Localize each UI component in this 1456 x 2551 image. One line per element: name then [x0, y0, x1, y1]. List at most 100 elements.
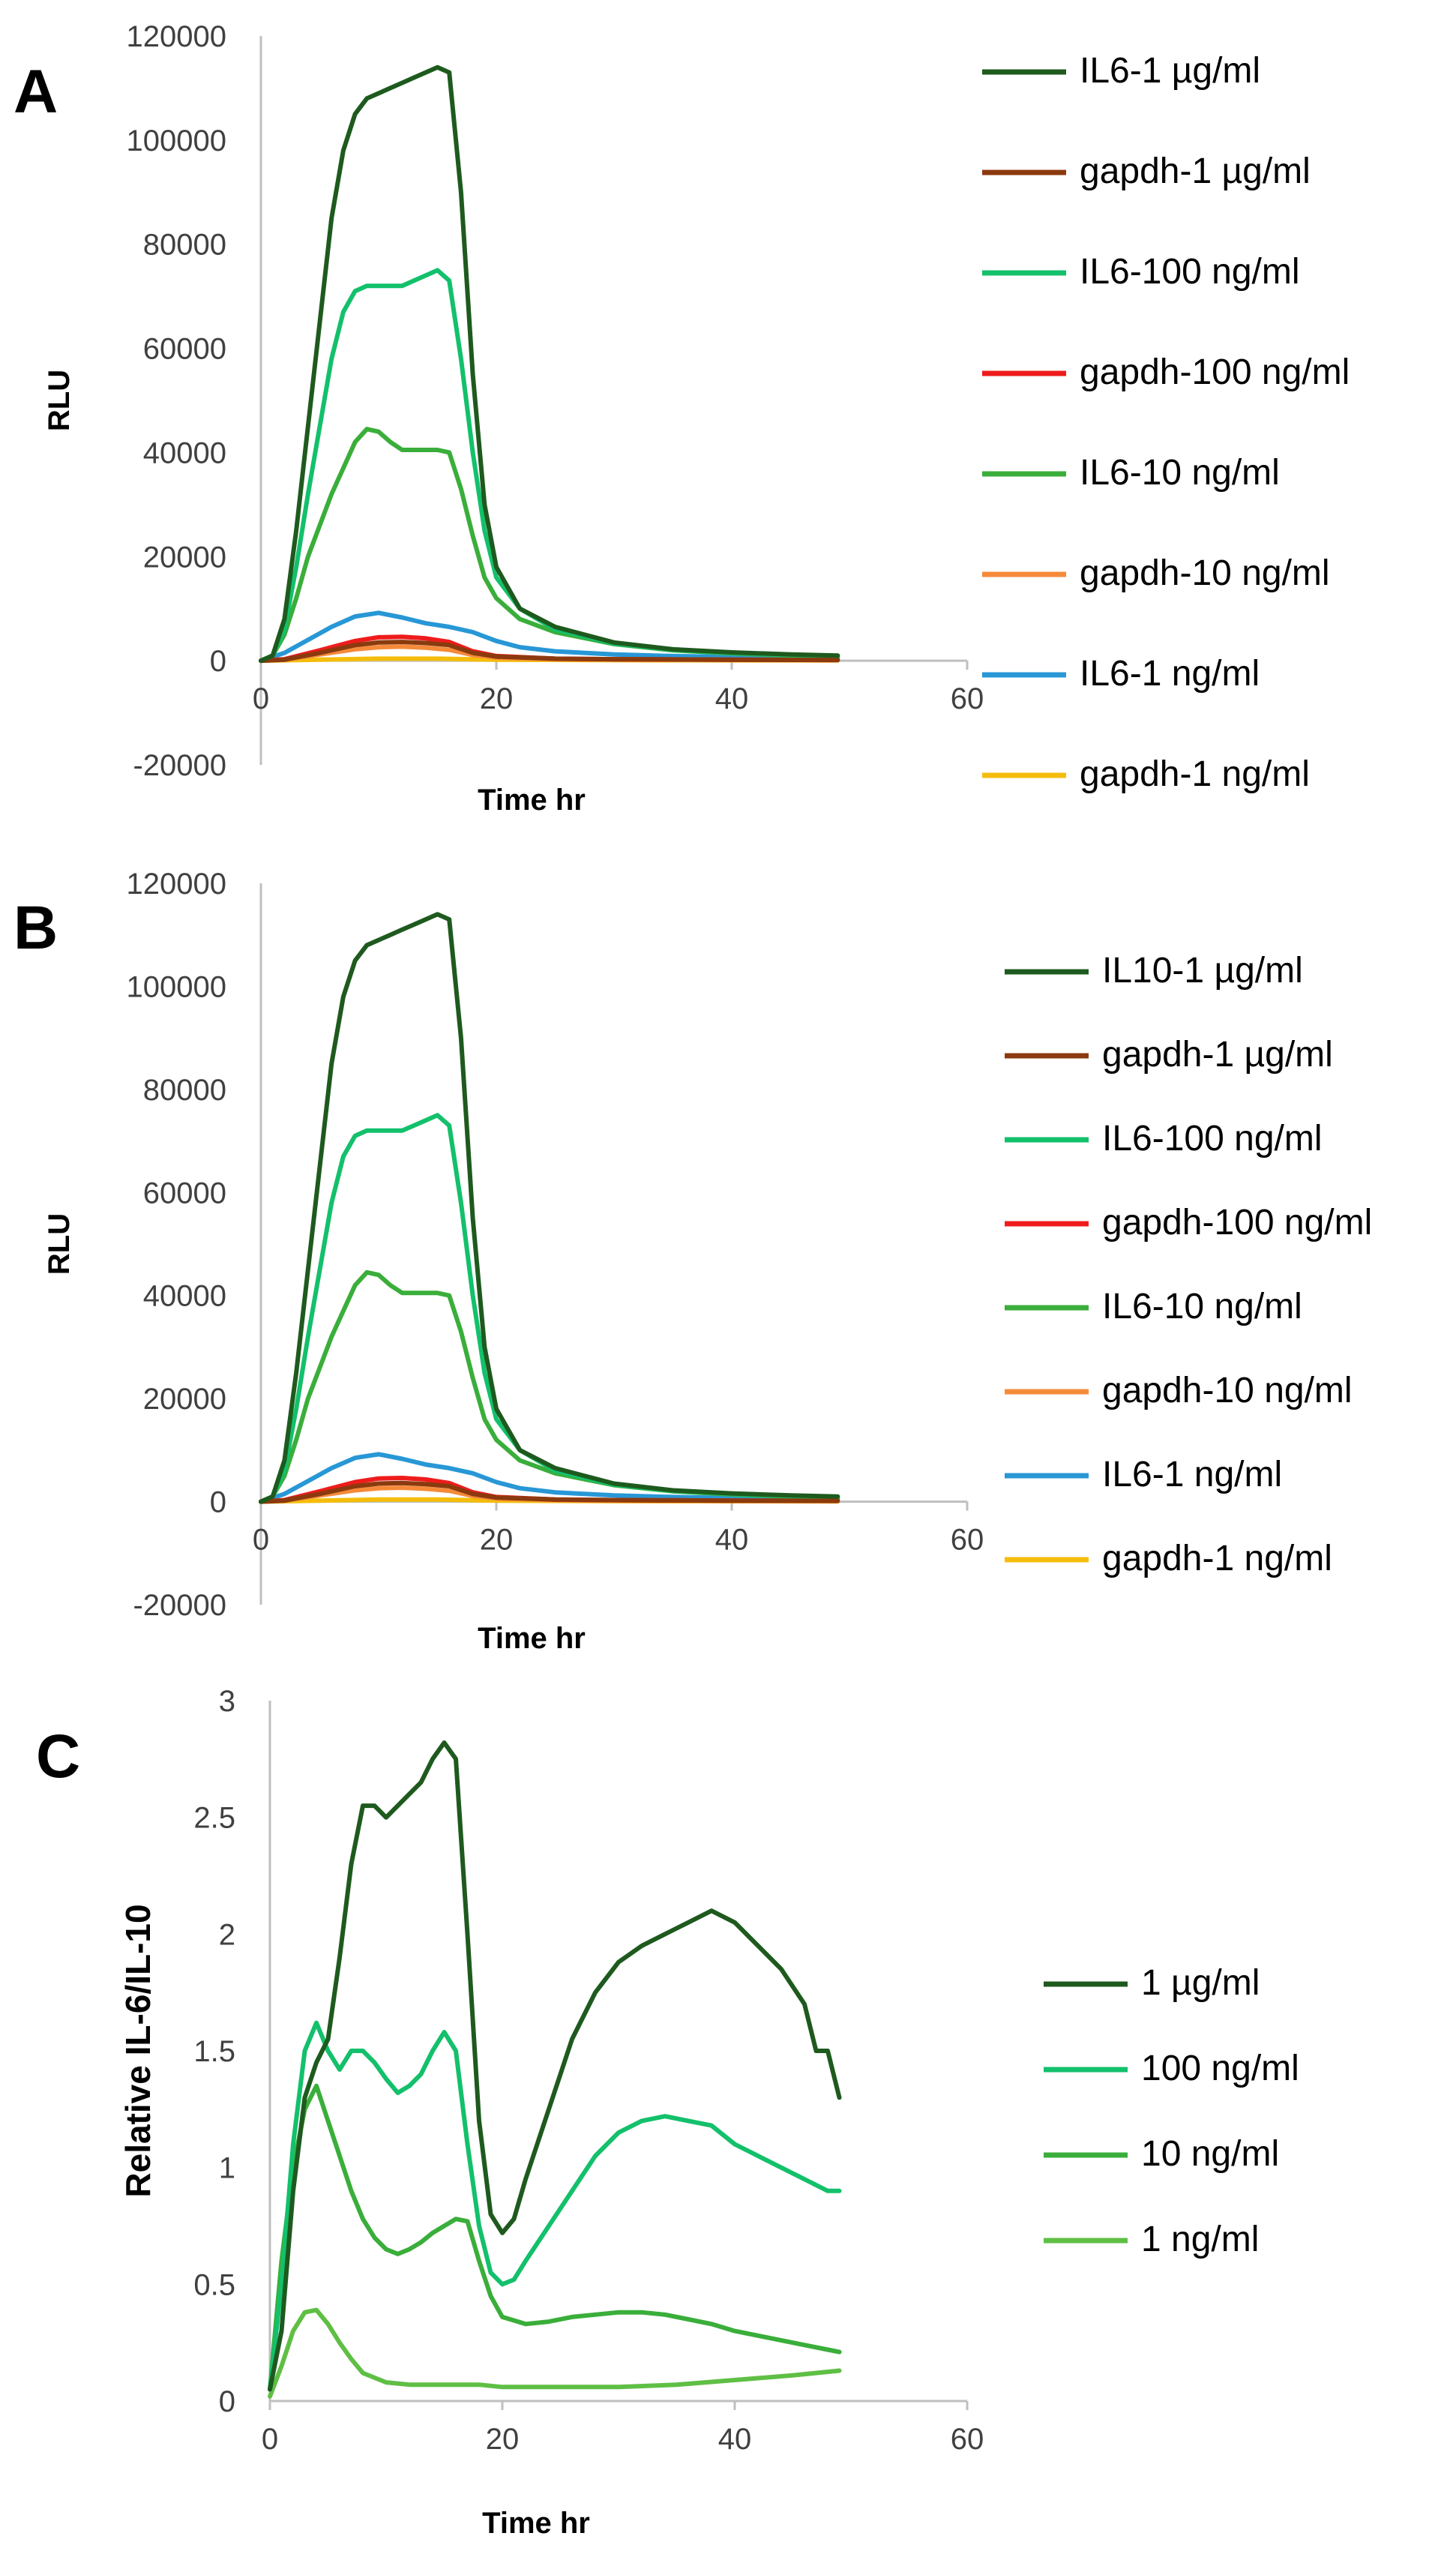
legend-label: gapdh-1 ng/ml [1080, 754, 1310, 794]
legend-label: 10 ng/ml [1141, 2134, 1279, 2174]
x-tick-label: 40 [718, 2423, 752, 2456]
y-tick-label: 1 [219, 2152, 235, 2185]
x-tick-label: 0 [253, 1524, 269, 1557]
y-tick-label: 0.5 [193, 2268, 235, 2301]
x-tick-label: 0 [253, 682, 269, 715]
y-axis-title: RLU [43, 370, 76, 431]
legend-label: gapdh-10 ng/ml [1102, 1371, 1353, 1410]
y-tick-label: 0 [210, 1486, 226, 1519]
x-tick-label: 20 [480, 682, 514, 715]
y-tick-label: 120000 [127, 868, 226, 901]
series-line [268, 2083, 842, 2392]
panel-letter: A [13, 58, 58, 126]
y-tick-label: 20000 [143, 1383, 226, 1416]
y-tick-label: -20000 [133, 1589, 226, 1622]
legend-label: IL6-100 ng/ml [1102, 1119, 1323, 1159]
y-tick-label: 40000 [143, 1280, 226, 1313]
y-tick-label: 40000 [143, 436, 226, 469]
y-tick-label: 2.5 [193, 1802, 235, 1835]
x-axis-title: Time hr [478, 1622, 586, 1655]
panel-letter: B [13, 894, 58, 962]
legend: 1 µg/ml 100 ng/ml 10 ng/ml 1 ng/ml [1044, 1963, 1299, 2259]
legend-item: IL6-10 ng/ml [982, 453, 1280, 493]
x-axis-title: Time hr [482, 2507, 590, 2540]
legend-item: gapdh-1 µg/ml [982, 151, 1311, 191]
y-tick-label: -20000 [133, 749, 226, 782]
x-tick-label: 40 [715, 682, 749, 715]
legend-item: gapdh-10 ng/ml [1005, 1371, 1353, 1410]
legend-label: IL6-10 ng/ml [1102, 1287, 1302, 1326]
y-tick-label: 80000 [143, 1074, 226, 1107]
panel-letter: C [36, 1722, 80, 1791]
legend-label: IL6-1 µg/ml [1080, 51, 1260, 91]
legend-item: IL6-100 ng/ml [982, 252, 1300, 292]
legend-item: 100 ng/ml [1044, 2049, 1299, 2088]
series-line [268, 2307, 842, 2399]
x-tick-label: 0 [262, 2423, 278, 2456]
legend-item: IL6-1 µg/ml [982, 51, 1260, 91]
y-tick-label: 3 [219, 1685, 235, 1718]
legend-item: gapdh-1 µg/ml [1005, 1035, 1333, 1075]
series-line [259, 1113, 840, 1504]
legend-item: IL6-1 ng/ml [982, 654, 1260, 694]
legend-label: gapdh-1 µg/ml [1080, 151, 1311, 191]
legend-label: IL6-1 ng/ml [1080, 654, 1260, 694]
series-line [259, 64, 840, 664]
y-tick-label: 60000 [143, 333, 226, 366]
y-tick-label: 100000 [127, 970, 226, 1003]
legend-label: IL6-1 ng/ml [1102, 1455, 1282, 1494]
series-line [259, 1480, 840, 1504]
series-line [259, 1452, 840, 1504]
y-tick-label: 0 [210, 645, 226, 678]
x-tick-label: 60 [951, 682, 984, 715]
legend-label: gapdh-10 ng/ml [1080, 553, 1330, 593]
y-tick-label: 20000 [143, 541, 226, 574]
y-tick-label: 80000 [143, 229, 226, 262]
x-tick-label: 60 [951, 1524, 984, 1557]
legend-label: gapdh-100 ng/ml [1102, 1203, 1372, 1243]
legend-item: gapdh-100 ng/ml [1005, 1203, 1372, 1243]
y-tick-label: 2 [219, 1918, 235, 1951]
legend-label: IL10-1 µg/ml [1102, 951, 1303, 991]
y-tick-label: 0 [219, 2385, 235, 2418]
x-axis-title: Time hr [478, 784, 586, 817]
legend-label: 1 µg/ml [1141, 1963, 1260, 2003]
series-line [268, 1740, 842, 2392]
x-tick-label: 20 [486, 2423, 520, 2456]
series-line [259, 268, 840, 664]
legend-label: gapdh-1 ng/ml [1102, 1539, 1332, 1578]
legend: IL10-1 µg/ml gapdh-1 µg/ml IL6-100 ng/ml ga… [1005, 951, 1372, 1578]
legend-item: 10 ng/ml [1044, 2134, 1279, 2174]
y-axis-title: RLU [43, 1213, 76, 1275]
legend-item: 1 ng/ml [1044, 2220, 1259, 2259]
legend-item: gapdh-1 ng/ml [1005, 1539, 1332, 1578]
legend-item: IL6-10 ng/ml [1005, 1287, 1302, 1326]
y-axis-title: Relative IL-6/IL-10 [118, 1904, 157, 2197]
series-line [268, 2020, 842, 2392]
chart-panel-c: C 0 0.5 1 1.5 2 2.5 3 0 20 40 60 Time hr Relative IL-… [36, 1685, 1299, 2540]
legend-label: IL6-10 ng/ml [1080, 453, 1280, 493]
x-tick-label: 60 [951, 2423, 984, 2456]
x-tick-label: 40 [715, 1524, 749, 1557]
legend-label: gapdh-1 µg/ml [1102, 1035, 1333, 1075]
legend-label: IL6-100 ng/ml [1080, 252, 1300, 292]
series-line [259, 640, 840, 664]
series-line [259, 912, 840, 1504]
legend-item: IL6-1 ng/ml [1005, 1455, 1282, 1494]
chart-panel-b: B -20000 0 20000 40000 60000 80000 100000 120000… [13, 868, 1372, 1655]
legend-item: 1 µg/ml [1044, 1963, 1260, 2003]
legend-item: IL10-1 µg/ml [1005, 951, 1303, 991]
legend: IL6-1 µg/ml gapdh-1 µg/ml IL6-100 ng/ml gap… [982, 51, 1350, 794]
y-tick-label: 120000 [127, 20, 226, 53]
y-tick-label: 100000 [127, 124, 226, 157]
series-line [259, 610, 840, 664]
chart-panel-a: A -20000 0 20000 40000 60000 80000 100000 120000… [13, 20, 1350, 817]
legend-item: gapdh-10 ng/ml [982, 553, 1330, 593]
legend-item: gapdh-1 ng/ml [982, 754, 1310, 794]
legend-label: gapdh-100 ng/ml [1080, 352, 1350, 392]
legend-label: 1 ng/ml [1141, 2220, 1259, 2259]
legend-label: 100 ng/ml [1141, 2049, 1299, 2088]
x-tick-label: 20 [480, 1524, 514, 1557]
legend-item: gapdh-100 ng/ml [982, 352, 1350, 392]
